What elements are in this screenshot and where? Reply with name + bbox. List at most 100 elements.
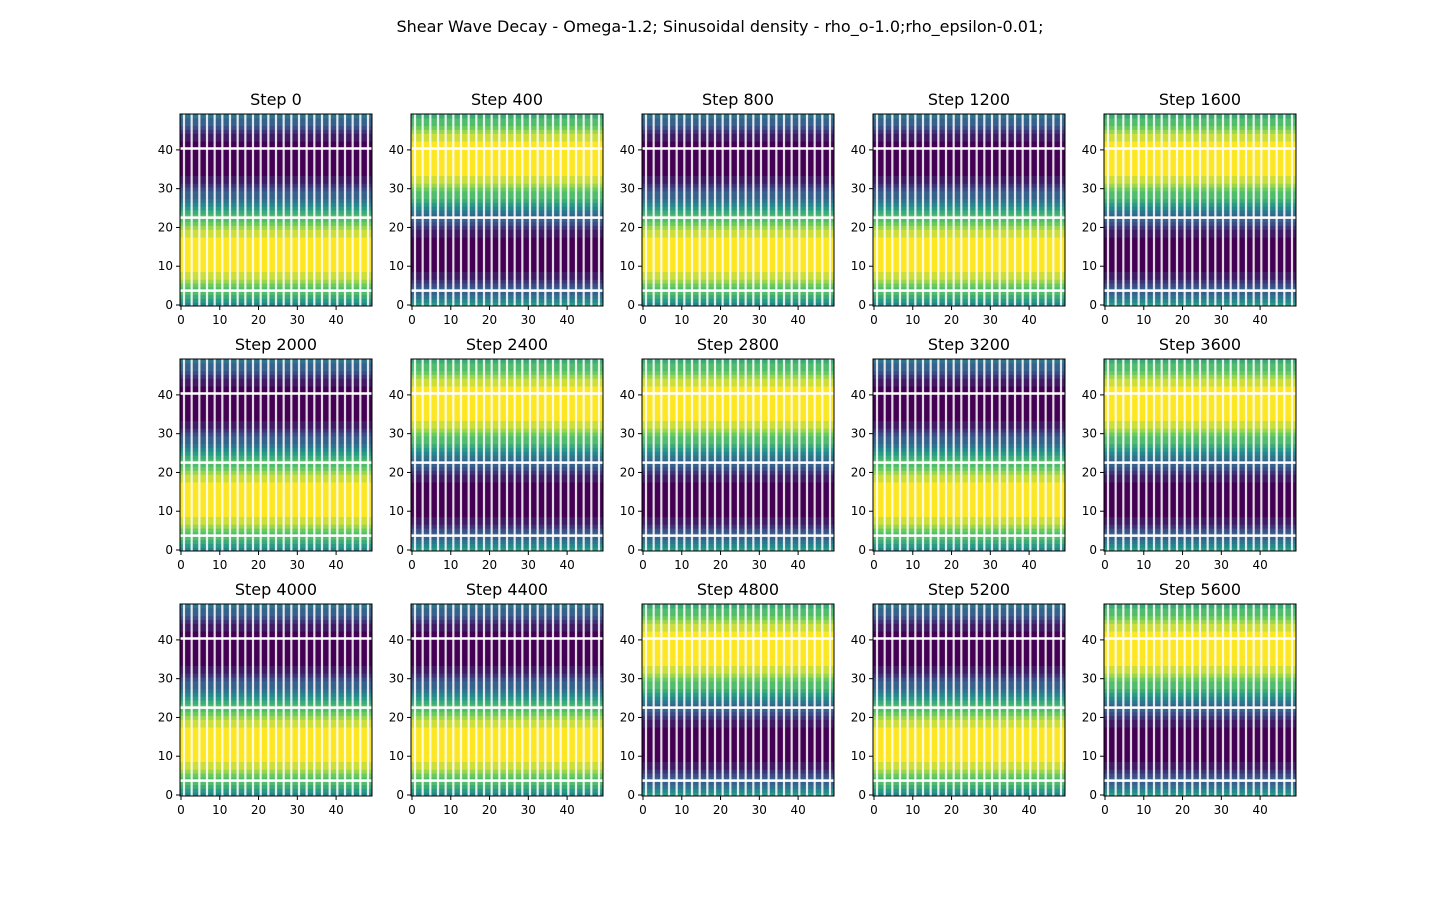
y-tick-label: 30 — [1082, 182, 1097, 196]
y-tick-label: 20 — [389, 220, 404, 234]
subplot: Step 4400 0 10 20 30 40 0 10 20 30 40 — [389, 580, 604, 817]
y-tick-label: 0 — [1089, 298, 1097, 312]
y-tick-label: 20 — [158, 710, 173, 724]
y-tick-label: 0 — [858, 788, 866, 802]
y-tick-label: 0 — [858, 298, 866, 312]
y-tick-label: 0 — [1089, 788, 1097, 802]
x-tick-label: 30 — [290, 313, 305, 327]
x-tick-label: 20 — [1175, 313, 1190, 327]
x-tick-label: 30 — [983, 558, 998, 572]
x-tick-label: 30 — [521, 558, 536, 572]
x-tick-label: 40 — [559, 803, 574, 817]
heatmap-area — [642, 604, 834, 796]
subplot-title: Step 5600 — [1159, 580, 1241, 599]
x-tick-label: 40 — [790, 558, 805, 572]
x-tick-label: 40 — [559, 558, 574, 572]
x-tick-label: 20 — [944, 803, 959, 817]
plot-frame — [410, 113, 604, 307]
heatmap-area — [180, 604, 372, 796]
x-tick-label: 20 — [482, 558, 497, 572]
y-tick-label: 40 — [389, 388, 404, 402]
x-tick-label: 20 — [713, 558, 728, 572]
x-tick-label: 0 — [870, 313, 878, 327]
y-tick-label: 10 — [851, 259, 866, 273]
x-tick-label: 30 — [1214, 313, 1229, 327]
x-tick-label: 0 — [1101, 803, 1109, 817]
heatmap-area — [411, 359, 603, 551]
x-tick-label: 10 — [212, 558, 227, 572]
y-tick-label: 10 — [620, 504, 635, 518]
subplot: Step 3200 0 10 20 30 40 0 10 20 30 40 — [851, 335, 1066, 572]
y-tick-label: 40 — [389, 633, 404, 647]
x-tick-label: 10 — [1136, 803, 1151, 817]
y-tick-label: 30 — [1082, 672, 1097, 686]
y-tick-label: 40 — [158, 633, 173, 647]
y-tick-label: 30 — [1082, 427, 1097, 441]
x-tick-label: 20 — [1175, 558, 1190, 572]
y-tick-label: 20 — [389, 710, 404, 724]
subplot-title: Step 4400 — [466, 580, 548, 599]
x-tick-label: 20 — [251, 803, 266, 817]
x-tick-label: 30 — [983, 313, 998, 327]
y-tick-label: 0 — [627, 298, 635, 312]
x-tick-label: 40 — [328, 313, 343, 327]
x-tick-label: 10 — [212, 803, 227, 817]
y-tick-label: 40 — [620, 143, 635, 157]
y-tick-label: 40 — [158, 143, 173, 157]
x-tick-label: 20 — [944, 558, 959, 572]
subplot: Step 2000 0 10 20 30 40 0 10 20 30 40 — [158, 335, 373, 572]
heatmap-area — [411, 604, 603, 796]
x-tick-label: 0 — [639, 558, 647, 572]
x-tick-label: 0 — [1101, 558, 1109, 572]
y-tick-label: 10 — [1082, 504, 1097, 518]
x-tick-label: 40 — [559, 313, 574, 327]
x-tick-label: 20 — [1175, 803, 1190, 817]
x-tick-label: 30 — [1214, 803, 1229, 817]
y-tick-label: 10 — [389, 504, 404, 518]
y-tick-label: 40 — [158, 388, 173, 402]
plot-frame — [872, 113, 1066, 307]
y-tick-label: 30 — [158, 182, 173, 196]
y-tick-label: 40 — [851, 143, 866, 157]
x-tick-label: 30 — [752, 313, 767, 327]
subplot: Step 5200 0 10 20 30 40 0 10 20 30 40 — [851, 580, 1066, 817]
y-tick-label: 40 — [620, 388, 635, 402]
y-tick-label: 0 — [165, 543, 173, 557]
y-tick-label: 20 — [851, 465, 866, 479]
x-tick-label: 30 — [752, 558, 767, 572]
y-tick-label: 0 — [165, 788, 173, 802]
y-tick-label: 0 — [1089, 543, 1097, 557]
x-tick-label: 10 — [1136, 313, 1151, 327]
x-tick-label: 0 — [870, 803, 878, 817]
x-tick-label: 10 — [443, 558, 458, 572]
x-tick-label: 10 — [905, 803, 920, 817]
x-tick-label: 0 — [639, 313, 647, 327]
subplot: Step 5600 0 10 20 30 40 0 10 20 30 40 — [1082, 580, 1297, 817]
x-tick-label: 30 — [290, 803, 305, 817]
plot-frame — [1103, 113, 1297, 307]
plot-frame — [641, 603, 835, 797]
y-tick-label: 20 — [620, 710, 635, 724]
y-tick-label: 10 — [389, 749, 404, 763]
x-tick-label: 30 — [983, 803, 998, 817]
x-tick-label: 10 — [443, 803, 458, 817]
subplot: Step 1200 0 10 20 30 40 0 10 20 30 40 — [851, 90, 1066, 327]
x-tick-label: 10 — [1136, 558, 1151, 572]
subplot: Step 2800 0 10 20 30 40 0 10 20 30 40 — [620, 335, 835, 572]
plot-frame — [179, 358, 373, 552]
subplot-title: Step 4000 — [235, 580, 317, 599]
y-tick-label: 10 — [158, 504, 173, 518]
figure-title: Shear Wave Decay - Omega-1.2; Sinusoidal… — [396, 17, 1043, 37]
x-tick-label: 30 — [752, 803, 767, 817]
plot-frame — [872, 358, 1066, 552]
x-tick-label: 40 — [328, 803, 343, 817]
subplot-title: Step 4800 — [697, 580, 779, 599]
y-tick-label: 20 — [158, 220, 173, 234]
x-tick-label: 0 — [408, 558, 416, 572]
x-tick-label: 0 — [870, 558, 878, 572]
subplot-title: Step 3200 — [928, 335, 1010, 354]
plot-frame — [872, 603, 1066, 797]
x-tick-label: 30 — [521, 313, 536, 327]
